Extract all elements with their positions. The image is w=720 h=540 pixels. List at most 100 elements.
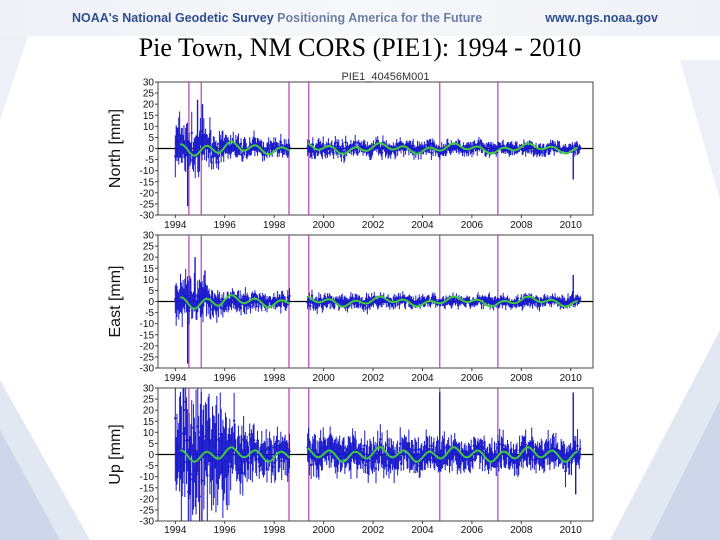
data-point (190, 426, 193, 429)
model-series (180, 294, 578, 310)
data-point (516, 297, 520, 300)
x-tick-label: 2010 (560, 373, 583, 384)
data-point (199, 130, 202, 133)
data-point (333, 305, 336, 308)
y-tick-label: 15 (143, 264, 155, 275)
data-point (195, 472, 199, 476)
data-point (288, 294, 291, 298)
model-series (180, 446, 578, 463)
y-tick-label: 15 (143, 111, 155, 122)
y-tick-label: -10 (140, 166, 155, 177)
observation-series (174, 99, 582, 207)
data-point (279, 305, 283, 308)
data-point (464, 458, 468, 461)
y-tick-label: -20 (140, 188, 155, 199)
data-point (326, 151, 329, 155)
y-axis-label: Up [mm] (107, 424, 124, 484)
data-point (276, 439, 279, 443)
y-tick-label: 25 (143, 395, 155, 406)
data-point (365, 297, 368, 301)
data-point (232, 419, 236, 422)
data-point (404, 301, 407, 305)
y-tick-label: -5 (145, 461, 154, 472)
data-point (271, 465, 275, 468)
data-point (578, 447, 582, 450)
data-point (239, 142, 243, 146)
data-point (249, 305, 252, 308)
data-point (262, 146, 265, 149)
data-point (189, 472, 193, 476)
brand-ngs: National Geodetic Survey (122, 11, 274, 25)
data-point (380, 151, 384, 154)
data-point (427, 296, 430, 299)
data-point (412, 461, 416, 465)
x-tick-label: 2008 (510, 373, 533, 384)
data-point (341, 146, 345, 149)
data-point (550, 301, 553, 304)
data-point (230, 301, 233, 304)
data-point (461, 150, 464, 153)
data-point (498, 443, 501, 446)
y-axis-label: East [mm] (107, 265, 124, 337)
x-tick-label: 2000 (312, 220, 335, 231)
data-point (241, 155, 244, 159)
data-point (332, 152, 335, 155)
x-tick-label: 2006 (461, 220, 484, 231)
y-tick-label: -15 (140, 330, 155, 341)
data-point (226, 474, 229, 477)
x-tick-label: 2004 (411, 373, 434, 384)
data-point (219, 307, 223, 310)
x-tick-label: 1998 (263, 525, 286, 535)
data-point (257, 305, 260, 308)
x-tick-label: 2010 (560, 220, 583, 231)
data-point (363, 444, 366, 447)
x-tick-label: 2004 (411, 220, 434, 231)
x-tick-label: 2004 (411, 525, 434, 535)
data-point (206, 474, 209, 477)
y-tick-label: 0 (148, 144, 154, 155)
x-tick-label: 2000 (312, 525, 335, 535)
y-tick-label: 20 (143, 406, 155, 417)
data-point (252, 299, 256, 303)
data-point (337, 145, 340, 148)
data-point (359, 303, 362, 306)
data-point (322, 143, 325, 146)
y-tick-label: -15 (140, 177, 155, 188)
data-point (399, 442, 402, 446)
data-point (217, 161, 220, 164)
data-point (356, 151, 360, 154)
data-point (578, 297, 582, 300)
data-point (364, 464, 367, 467)
y-tick-label: 10 (143, 122, 155, 133)
data-point (552, 148, 556, 152)
data-point (349, 459, 353, 462)
data-point (288, 146, 291, 149)
y-tick-label: -20 (140, 494, 155, 505)
brand-logo[interactable]: NOAA's National Geodetic Survey Position… (72, 11, 482, 25)
data-point (397, 459, 400, 463)
brand-tagline: Positioning America for the Future (277, 11, 483, 25)
site-url[interactable]: www.ngs.noaa.gov (545, 11, 658, 25)
y-tick-label: -25 (140, 199, 155, 210)
y-tick-label: 5 (148, 439, 154, 450)
x-tick-label: 2006 (461, 525, 484, 535)
y-tick-label: 30 (143, 231, 155, 242)
data-point (477, 142, 481, 145)
y-tick-label: -30 (140, 364, 155, 375)
data-point (198, 495, 201, 498)
data-point (354, 141, 357, 144)
data-point (210, 161, 213, 164)
data-point (471, 458, 475, 461)
data-point (187, 294, 190, 297)
x-tick-label: 2002 (362, 525, 385, 535)
data-point (309, 304, 312, 308)
data-point (443, 446, 446, 449)
x-tick-label: 1994 (164, 373, 187, 384)
model-series (180, 140, 578, 157)
data-point (454, 301, 457, 304)
header-bar: NOAA's National Geodetic Survey Position… (0, 0, 720, 36)
data-point (334, 141, 337, 144)
data-point (328, 150, 332, 154)
